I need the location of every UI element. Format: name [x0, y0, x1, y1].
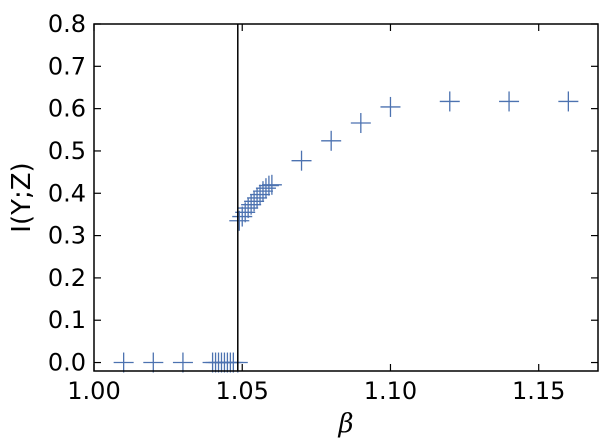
data-point [439, 91, 460, 112]
data-point [558, 91, 579, 112]
y-tick-label: 0.6 [48, 95, 86, 123]
y-tick-label: 0.8 [48, 10, 86, 38]
data-point [261, 174, 282, 195]
data-point [255, 178, 276, 199]
data-point [232, 206, 253, 227]
data-point [350, 113, 371, 134]
y-tick-label: 0.4 [48, 179, 86, 207]
y-tick-label: 0.1 [48, 306, 86, 334]
x-tick-label: 1.00 [67, 377, 120, 405]
data-point [499, 91, 520, 112]
data-point [321, 130, 342, 151]
data-point [380, 96, 401, 117]
y-tick-label: 0.2 [48, 264, 86, 292]
data-points [113, 91, 579, 373]
data-point [229, 210, 250, 231]
data-point [113, 352, 134, 373]
x-axis: 1.00 1.05 1.10 1.15 [67, 24, 565, 405]
x-axis-label: β [337, 409, 353, 439]
y-tick-label: 0.0 [48, 349, 86, 377]
data-point [143, 352, 164, 373]
data-point [172, 352, 193, 373]
data-point [258, 175, 279, 196]
y-tick-label: 0.5 [48, 137, 86, 165]
x-tick-label: 1.05 [216, 377, 269, 405]
y-tick-label: 0.7 [48, 52, 86, 80]
data-point [291, 150, 312, 171]
x-tick-label: 1.15 [512, 377, 565, 405]
plot-area [93, 23, 599, 372]
y-axis: 0.0 0.1 0.2 0.3 0.4 0.5 0.6 0.7 0.8 [48, 10, 598, 377]
y-axis-label: I(Y;Z) [7, 162, 37, 232]
x-tick-label: 1.10 [364, 377, 417, 405]
y-tick-label: 0.3 [48, 222, 86, 250]
